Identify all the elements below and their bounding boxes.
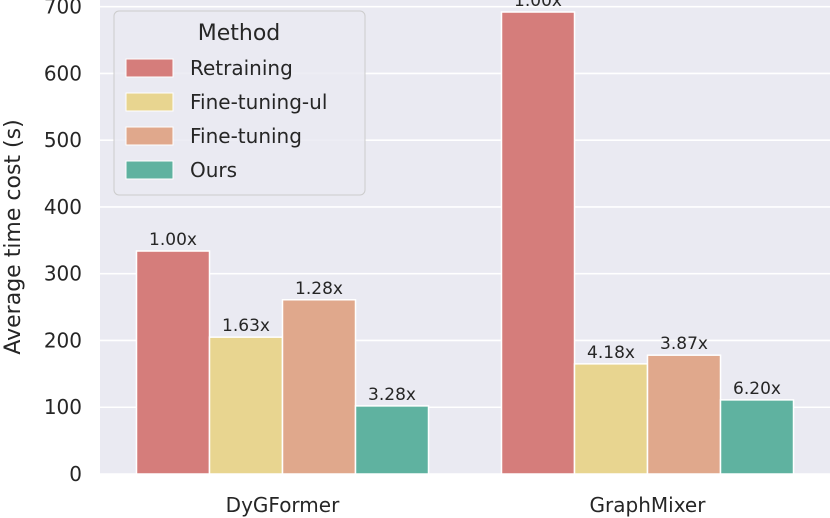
bar-fine-tuning-graphmixer: [646, 354, 722, 475]
legend: Method Retraining Fine-tuning-ul Fine-tunin…: [113, 10, 366, 196]
data-label: 1.00x: [149, 230, 197, 250]
legend-swatch: [125, 126, 174, 146]
bar-fine-tuning-ul-graphmixer: [573, 363, 649, 475]
data-label: 1.28x: [295, 279, 343, 299]
legend-swatch: [125, 92, 174, 112]
legend-swatch: [125, 58, 174, 78]
y-tick-label: 100: [44, 395, 82, 419]
bar-retraining-graphmixer: [500, 11, 576, 475]
y-tick-label: 200: [44, 328, 82, 352]
bar-retraining-dygformer: [135, 250, 211, 475]
y-tick-label: 500: [44, 128, 82, 152]
legend-title: Method: [198, 21, 281, 46]
y-axis-label: Average time cost (s): [1, 119, 26, 354]
y-tick-label: 600: [44, 61, 82, 85]
data-label: 1.63x: [222, 316, 270, 336]
x-axis-ticks: DyGFormer GraphMixer: [226, 493, 707, 517]
x-tick-label: GraphMixer: [590, 493, 707, 517]
data-label: 3.87x: [660, 334, 708, 354]
legend-label: Retraining: [190, 56, 293, 80]
legend-label: Fine-tuning: [190, 124, 302, 148]
data-label: 4.18x: [587, 343, 635, 363]
data-label: 1.00x: [514, 0, 562, 11]
bar-ours-dygformer: [354, 405, 430, 475]
legend-swatch: [125, 160, 174, 180]
bars: 1.00x 1.63x 1.28x 3.28x 1.00x 4.18x 3.87x 6.20x: [135, 0, 795, 475]
x-tick-label: DyGFormer: [226, 493, 340, 517]
y-tick-label: 300: [44, 262, 82, 286]
y-tick-label: 0: [69, 462, 82, 486]
bar-fine-tuning-dygformer: [281, 299, 357, 475]
y-tick-label: 700: [44, 0, 82, 19]
y-axis-ticks: 0 100 200 300 400 500 600 700: [44, 0, 82, 486]
bar-fine-tuning-ul-dygformer: [208, 336, 284, 475]
legend-label: Fine-tuning-ul: [190, 90, 327, 114]
y-tick-label: 400: [44, 195, 82, 219]
legend-box: [113, 10, 366, 196]
legend-label: Ours: [190, 158, 237, 182]
data-label: 6.20x: [733, 379, 781, 399]
bar-ours-graphmixer: [719, 399, 795, 475]
data-label: 3.28x: [368, 385, 416, 405]
